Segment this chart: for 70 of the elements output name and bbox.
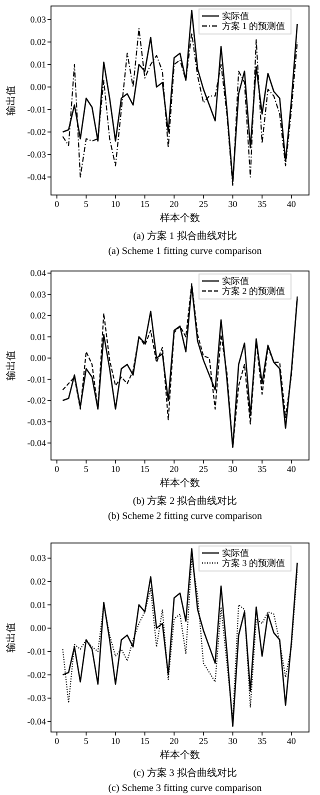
x-tick-label: 0 [54,736,60,746]
y-tick-label: -0.01 [27,374,46,384]
x-tick-label: 10 [111,199,120,209]
x-tick-label: 30 [228,736,238,746]
x-tick-label: 35 [258,199,268,209]
x-tick-label: 20 [170,736,180,746]
text: (c) 方案 3 拟合曲线对比 [133,767,237,779]
y-axis-title: 输出值 [5,86,17,116]
y-tick-label: -0.04 [27,438,46,448]
y-tick-label: 0.02 [30,37,46,47]
y-tick-label: 0.02 [30,310,46,321]
x-tick-label: 40 [286,199,296,209]
y-tick-label: 0.01 [30,332,46,342]
x-tick-label: 5 [84,464,89,474]
x-tick-label: 30 [228,464,238,474]
x-tick-label: 15 [140,464,150,474]
y-tick-label: -0.03 [27,416,46,427]
y-axis-title: 输出值 [5,350,17,380]
x-tick-label: 5 [84,736,89,746]
x-tick-label: 40 [286,736,296,746]
x-axis-title: 样本个数 [160,477,200,489]
x-tick-label: 30 [228,199,238,209]
text: (c) Scheme 3 fitting curve comparison [108,783,262,794]
x-tick-label: 10 [111,736,120,746]
y-tick-label: 0.01 [30,600,46,610]
y-tick-label: -0.01 [27,646,46,656]
x-tick-label: 25 [198,199,208,209]
x-tick-label: 10 [111,464,120,474]
legend-label: 方案 1 的预测值 [222,21,285,32]
x-axis-title: 样本个数 [160,212,200,224]
x-tick-label: 40 [286,464,296,474]
y-tick-label: -0.04 [27,716,46,726]
text: (a) 方案 1 拟合曲线对比 [133,230,237,242]
x-tick-label: 25 [198,464,208,474]
x-axis-title: 样本个数 [160,749,200,761]
x-tick-label: 15 [140,199,150,209]
x-tick-label: 35 [258,464,268,474]
x-tick-label: 20 [170,464,180,474]
y-tick-label: 0.02 [30,576,46,586]
x-tick-label: 20 [170,199,180,209]
text: (a) Scheme 1 fitting curve comparison [108,246,262,257]
y-tick-label: 0.04 [30,268,46,278]
text: (b) Scheme 2 fitting curve comparison [108,511,262,522]
y-tick-label: 0.03 [30,553,46,564]
y-tick-label: 0.00 [30,623,46,634]
y-axis-title: 输出值 [5,622,17,652]
legend-label: 实际值 [222,276,249,286]
x-tick-label: 0 [54,464,60,474]
y-tick-label: -0.02 [27,670,46,680]
x-tick-label: 5 [84,199,89,209]
y-tick-label: -0.04 [27,172,46,182]
legend-label: 实际值 [222,11,249,22]
y-tick-label: -0.03 [27,150,46,160]
y-tick-label: 0.00 [30,353,46,364]
x-tick-label: 15 [140,736,150,746]
y-tick-label: 0.00 [30,82,46,92]
legend-label: 方案 3 的预测值 [222,558,285,568]
y-tick-label: -0.02 [27,396,46,406]
x-tick-label: 0 [54,199,60,209]
x-tick-label: 35 [258,736,268,746]
legend-label: 方案 2 的预测值 [222,286,285,296]
y-tick-label: -0.03 [27,693,46,704]
x-tick-label: 25 [198,736,208,746]
legend-label: 实际值 [222,548,249,558]
y-tick-label: -0.01 [27,104,46,114]
y-tick-label: 0.01 [30,60,46,70]
y-tick-label: -0.02 [27,127,46,137]
text: (b) 方案 2 拟合曲线对比 [132,495,238,507]
y-tick-label: 0.03 [30,289,46,300]
y-tick-label: 0.03 [30,14,46,24]
